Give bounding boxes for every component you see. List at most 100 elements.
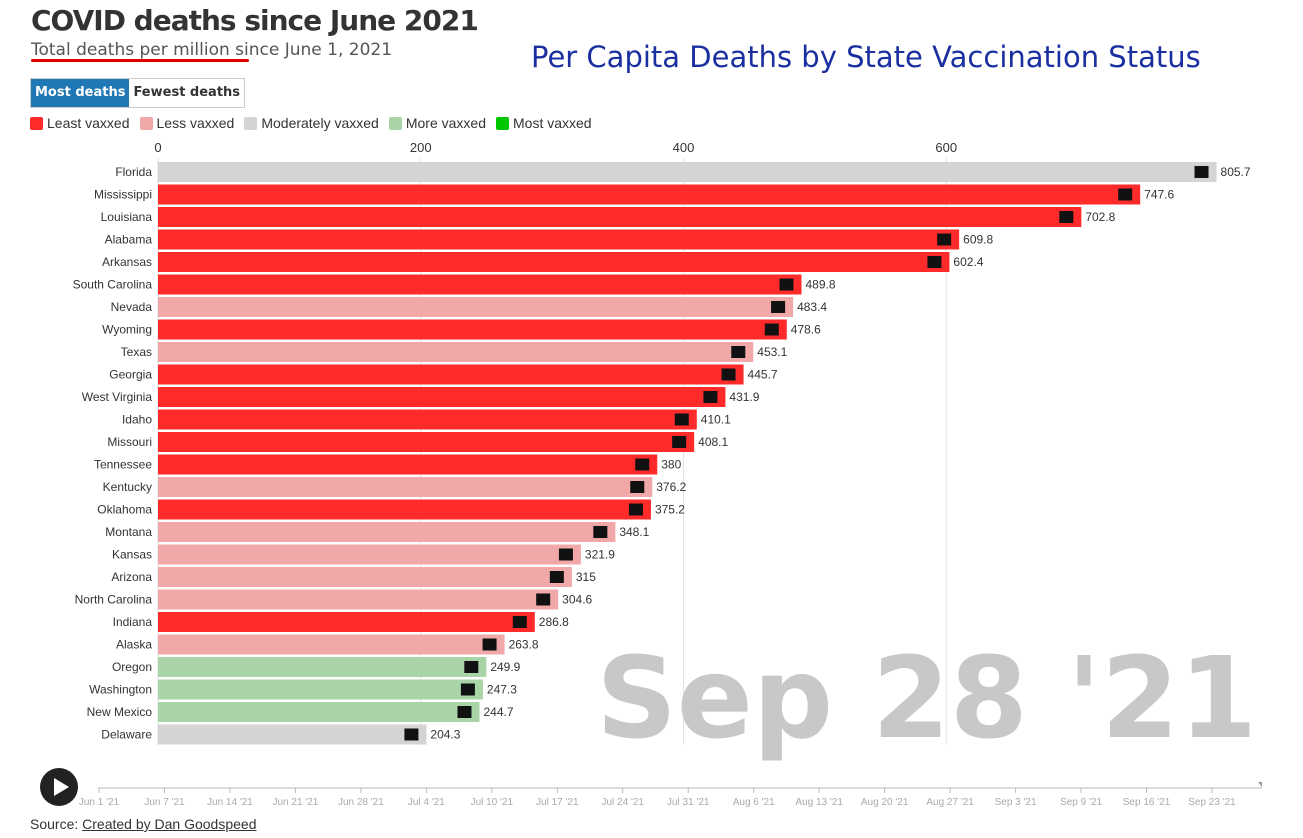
x-tick-label: 0: [154, 140, 161, 155]
state-shape-icon: [1059, 211, 1074, 223]
value-label: 348.1: [619, 525, 649, 539]
most-deaths-button[interactable]: Most deaths: [31, 79, 130, 107]
value-label: 204.3: [430, 728, 460, 742]
value-label: 380: [661, 458, 681, 472]
state-shape-icon: [771, 301, 786, 313]
state-shape-icon: [558, 548, 573, 561]
state-shape-icon: [635, 458, 650, 471]
value-label: 375.2: [655, 503, 685, 517]
bar[interactable]: [158, 364, 744, 385]
category-label: Georgia: [109, 368, 152, 382]
bar[interactable]: [158, 612, 535, 632]
sort-toggle: Most deaths Fewest deaths: [30, 78, 246, 108]
subtitle-underline: [31, 59, 249, 62]
bar[interactable]: [158, 544, 581, 565]
timeline-label: Aug 13 '21: [795, 797, 843, 808]
value-label: 263.8: [509, 638, 539, 652]
state-shape-icon: [779, 278, 794, 291]
bar[interactable]: [158, 387, 726, 407]
timeline-label: Jul 24 '21: [602, 797, 645, 808]
timeline-label: Jul 31 '21: [667, 797, 710, 808]
state-shape-icon: [536, 593, 551, 606]
bar[interactable]: [158, 297, 794, 317]
bar[interactable]: [158, 184, 1141, 205]
category-label: Arkansas: [102, 255, 152, 269]
legend-swatch: [244, 116, 258, 130]
legend-label: Moderately vaxxed: [261, 115, 379, 131]
value-label: 249.9: [490, 660, 520, 674]
bar[interactable]: [158, 162, 1217, 182]
category-label: Delaware: [101, 728, 152, 742]
bar[interactable]: [158, 229, 960, 250]
state-shape-icon: [457, 706, 472, 718]
timeline-handle[interactable]: [1258, 782, 1262, 787]
category-label: Alaska: [116, 638, 152, 652]
overlay-title: Per Capita Deaths by State Vaccination S…: [531, 40, 1201, 74]
value-label: 702.8: [1085, 210, 1115, 224]
value-label: 805.7: [1221, 165, 1251, 179]
bar[interactable]: [158, 567, 572, 587]
timeline-label: Aug 6 '21: [733, 797, 775, 808]
category-label: Texas: [121, 345, 152, 359]
value-label: 431.9: [729, 390, 759, 404]
value-label: 408.1: [698, 435, 728, 449]
bar[interactable]: [158, 634, 505, 655]
source-link[interactable]: Created by Dan Goodspeed: [82, 816, 257, 832]
state-shape-icon: [593, 526, 608, 538]
timeline-label: Jun 14 '21: [207, 797, 253, 808]
bar[interactable]: [158, 207, 1082, 227]
state-shape-icon: [549, 571, 564, 583]
category-label: Washington: [89, 683, 152, 697]
timeline-label: Aug 20 '21: [861, 797, 909, 808]
bar[interactable]: [158, 522, 616, 542]
timeline-label: Sep 23 '21: [1188, 797, 1236, 808]
bar[interactable]: [158, 724, 427, 745]
category-label: Louisiana: [101, 210, 153, 224]
timeline-label: Sep 16 '21: [1123, 797, 1171, 808]
timeline-label: Jun 7 '21: [144, 797, 185, 808]
bar[interactable]: [158, 342, 754, 362]
value-label: 609.8: [963, 233, 993, 247]
category-label: Nevada: [111, 300, 153, 314]
category-label: Oregon: [112, 660, 152, 674]
state-shape-icon: [703, 391, 718, 403]
category-label: Kentucky: [103, 480, 152, 494]
timeline-label: Jul 17 '21: [536, 797, 579, 808]
legend-item[interactable]: Moderately vaxxed: [244, 115, 379, 131]
bar[interactable]: [158, 589, 559, 610]
bar[interactable]: [158, 274, 802, 295]
value-label: 483.4: [797, 300, 827, 314]
state-shape-icon: [464, 661, 479, 673]
legend: Least vaxxed Less vaxxed Moderately vaxxed…: [30, 115, 592, 131]
legend-item[interactable]: Least vaxxed: [30, 115, 130, 131]
value-label: 315: [576, 570, 596, 584]
bar[interactable]: [158, 477, 653, 497]
legend-item[interactable]: More vaxxed: [388, 115, 486, 131]
source-line: Source: Created by Dan Goodspeed: [30, 816, 256, 832]
category-label: Idaho: [122, 413, 152, 427]
bar[interactable]: [158, 657, 487, 677]
current-date-overlay: Sep 28 '21: [596, 634, 1257, 764]
bar[interactable]: [158, 702, 480, 722]
legend-label: Most vaxxed: [513, 115, 592, 131]
timeline: Jun 1 '21 Jun 7 '21 Jun 14 '21 Jun 21 '21 Ju…: [79, 782, 1262, 808]
legend-swatch: [30, 116, 43, 130]
bar[interactable]: [158, 432, 695, 452]
bar[interactable]: [158, 454, 658, 475]
bar[interactable]: [158, 679, 483, 700]
state-shape-icon: [512, 616, 527, 628]
play-button[interactable]: [40, 768, 78, 806]
chart-title: COVID deaths since June 2021: [31, 4, 479, 37]
bar[interactable]: [158, 252, 950, 272]
legend-item[interactable]: Less vaxxed: [139, 115, 234, 131]
state-shape-icon: [764, 323, 779, 336]
x-tick-label: 400: [673, 140, 695, 155]
value-label: 478.6: [791, 323, 821, 337]
fewest-deaths-button[interactable]: Fewest deaths: [129, 79, 245, 107]
value-label: 376.2: [656, 480, 686, 494]
category-label: Florida: [115, 165, 152, 179]
bar[interactable]: [158, 409, 697, 430]
bar[interactable]: [158, 499, 651, 520]
legend-item[interactable]: Most vaxxed: [496, 115, 592, 131]
bar[interactable]: [158, 319, 787, 340]
